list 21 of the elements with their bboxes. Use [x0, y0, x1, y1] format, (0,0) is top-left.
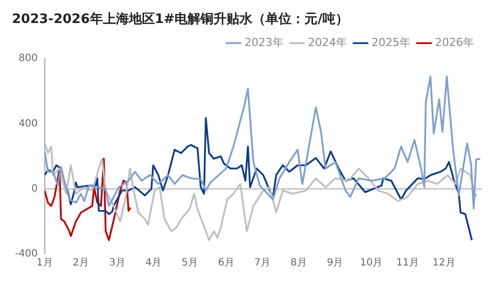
- y-tick-label: 0: [31, 183, 38, 194]
- legend-label: 2025年: [372, 36, 411, 49]
- y-tick-label: 400: [18, 118, 38, 130]
- y-tick-label: 800: [18, 53, 38, 64]
- chart-title: 2023-2026年上海地区1#电解铜升贴水（单位：元/吨）: [12, 11, 348, 28]
- legend-label: 2024年: [308, 36, 348, 49]
- legend-label: 2023年: [244, 36, 284, 49]
- x-tick-label: 11月: [396, 258, 419, 269]
- x-tick-label: 8月: [290, 258, 307, 269]
- x-tick-label: 3月: [109, 258, 126, 269]
- x-tick-label: 1月: [36, 258, 53, 269]
- x-tick-label: 4月: [145, 258, 162, 269]
- x-tick-label: 7月: [254, 258, 271, 269]
- x-tick-label: 5月: [182, 258, 198, 269]
- x-tick-label: 9月: [326, 258, 344, 269]
- y-tick-label: -400: [14, 248, 38, 260]
- x-tick-label: 10月: [360, 258, 383, 269]
- x-tick-label: 2月: [72, 258, 90, 269]
- legend-label: 2026年: [435, 36, 474, 49]
- x-tick-label: 12月: [432, 258, 456, 269]
- x-tick-label: 6月: [218, 258, 234, 269]
